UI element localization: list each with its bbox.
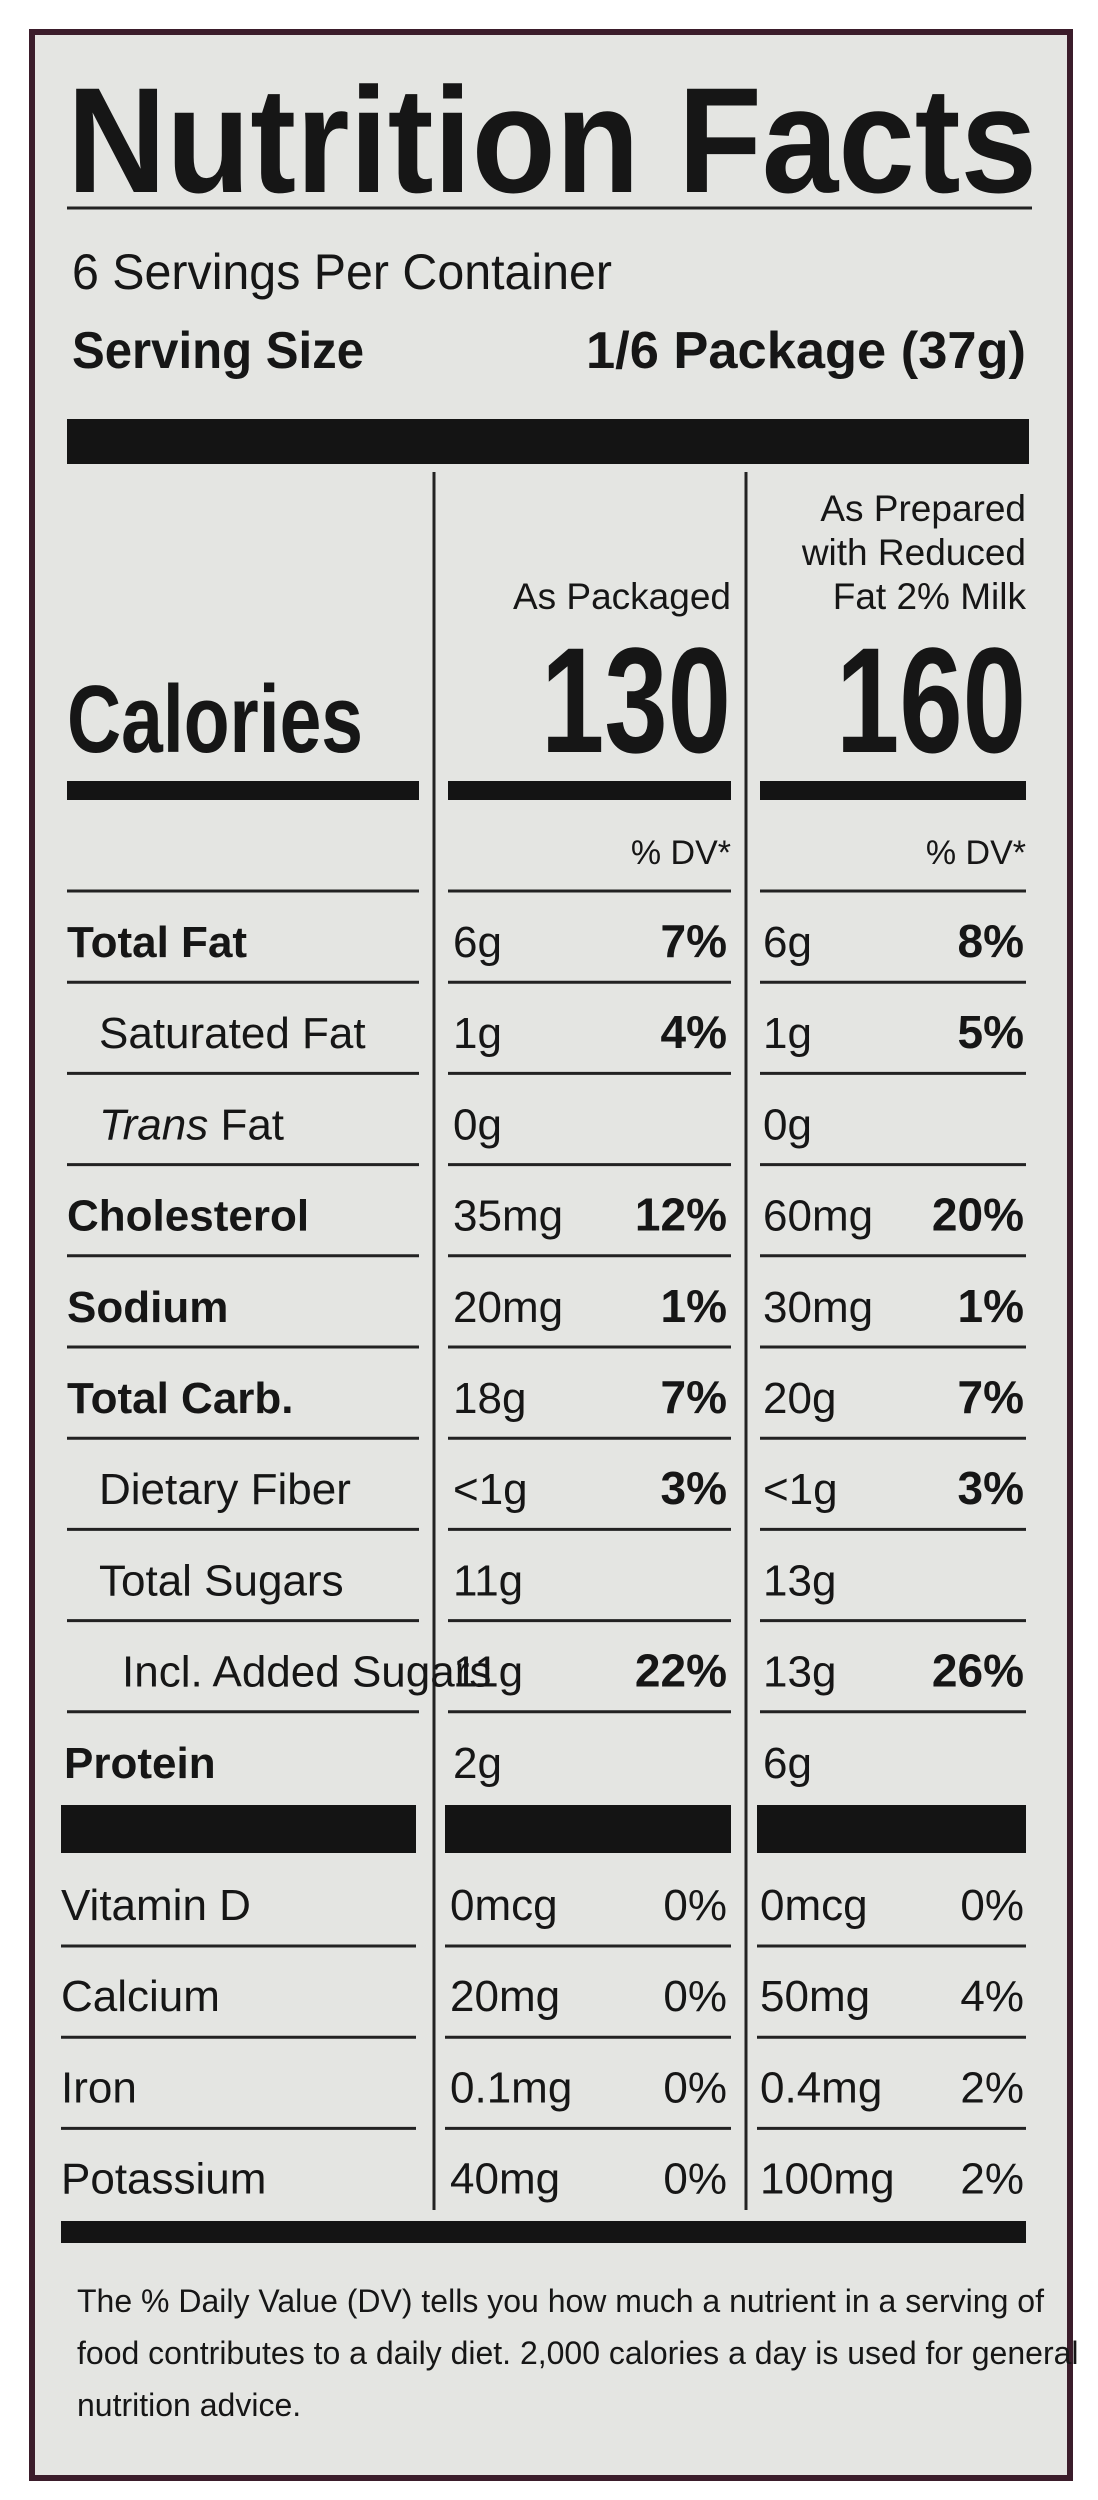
calories-value: 160: [836, 616, 1026, 784]
nutrient-name: Cholesterol: [67, 1192, 309, 1241]
daily-value: 3%: [958, 1462, 1024, 1514]
amount: 2g: [453, 1739, 502, 1788]
daily-value: 1%: [958, 1280, 1024, 1332]
daily-value: 7%: [661, 1371, 727, 1423]
thick-bar: [61, 1805, 416, 1853]
amount: 0.1mg: [450, 2063, 572, 2112]
vitamin-name: Iron: [61, 2063, 137, 2112]
nutrient-name: Total Sugars: [99, 1556, 344, 1605]
amount: 0mcg: [760, 1881, 868, 1930]
nutrient-name-rest: Fat: [220, 1100, 284, 1149]
nutrient-name: Trans Fat: [99, 1100, 284, 1149]
daily-value: 7%: [958, 1371, 1024, 1423]
vitamin-name: Vitamin D: [61, 1881, 251, 1930]
thick-bar: [67, 419, 1029, 464]
vitamin-name: Calcium: [61, 1972, 220, 2021]
thick-bar: [61, 2221, 1026, 2243]
daily-value: 2%: [960, 2155, 1024, 2204]
serving-size-value: 1/6 Package (37g): [586, 322, 1026, 380]
daily-value: 0%: [663, 1881, 727, 1930]
calories-value: 130: [541, 616, 731, 784]
dv-header: % DV*: [631, 834, 731, 872]
amount: <1g: [453, 1465, 528, 1514]
daily-value: 5%: [958, 1006, 1024, 1058]
daily-value: 0%: [663, 2155, 727, 2204]
amount: 60mg: [763, 1192, 873, 1241]
nutrient-name-italic: Trans: [99, 1100, 208, 1149]
daily-value: 2%: [960, 2063, 1024, 2112]
amount: 30mg: [763, 1283, 873, 1332]
column-heading: with Reduced: [801, 532, 1026, 573]
amount: 13g: [763, 1556, 836, 1605]
daily-value: 0%: [663, 2063, 727, 2112]
column-heading: Fat 2% Milk: [833, 576, 1027, 617]
footnote: The % Daily Value (DV) tells you how muc…: [77, 2283, 1044, 2319]
footnote: nutrition advice.: [77, 2387, 301, 2423]
amount: 1g: [453, 1009, 502, 1058]
daily-value: 8%: [958, 915, 1024, 967]
calories-bar: [448, 781, 731, 800]
calories-label: Calories: [67, 666, 363, 773]
amount: 6g: [453, 918, 502, 967]
amount: 20mg: [453, 1283, 563, 1332]
vitamin-name: Potassium: [61, 2155, 266, 2204]
calories-bar: [67, 781, 419, 800]
amount: 0g: [453, 1100, 502, 1149]
footnote: food contributes to a daily diet. 2,000 …: [77, 2335, 1079, 2371]
daily-value: 26%: [932, 1645, 1024, 1697]
amount: 6g: [763, 1739, 812, 1788]
amount: 0mcg: [450, 1881, 558, 1930]
servings: 6 Servings Per Container: [72, 244, 612, 300]
nutrient-name: Saturated Fat: [99, 1009, 366, 1058]
nutrient-name: Dietary Fiber: [99, 1465, 351, 1514]
daily-value: 4%: [661, 1006, 727, 1058]
amount: 18g: [453, 1374, 526, 1423]
amount: 6g: [763, 918, 812, 967]
daily-value: 4%: [960, 1972, 1024, 2021]
amount: 11g: [453, 1648, 523, 1697]
nutrient-name: Protein: [64, 1739, 216, 1788]
amount: <1g: [763, 1465, 838, 1514]
nutrient-name: Total Carb.: [67, 1374, 294, 1423]
amount: 35mg: [453, 1192, 563, 1241]
amount: 11g: [453, 1556, 523, 1605]
column-heading: As Prepared: [820, 488, 1026, 529]
serving-size-label: Serving Size: [72, 322, 364, 380]
daily-value: 0%: [960, 1881, 1024, 1930]
amount: 0g: [763, 1100, 812, 1149]
daily-value: 1%: [661, 1280, 727, 1332]
amount: 40mg: [450, 2155, 560, 2204]
dv-header: % DV*: [926, 834, 1026, 872]
daily-value: 7%: [661, 915, 727, 967]
daily-value: 3%: [661, 1462, 727, 1514]
column-heading: As Packaged: [513, 576, 731, 617]
amount: 100mg: [760, 2155, 895, 2204]
daily-value: 22%: [635, 1645, 727, 1697]
amount: 13g: [763, 1648, 836, 1697]
amount: 20g: [763, 1374, 836, 1423]
amount: 1g: [763, 1009, 812, 1058]
amount: 20mg: [450, 1972, 560, 2021]
daily-value: 0%: [663, 1972, 727, 2021]
thick-bar: [445, 1805, 731, 1853]
amount: 50mg: [760, 1972, 870, 2021]
nutrient-name: Sodium: [67, 1283, 228, 1332]
nutrient-name: Total Fat: [67, 918, 247, 967]
calories-bar: [760, 781, 1026, 800]
title: Nutrition Facts: [67, 56, 1037, 224]
amount: 0.4mg: [760, 2063, 882, 2112]
daily-value: 20%: [932, 1189, 1024, 1241]
daily-value: 12%: [635, 1189, 727, 1241]
thick-bar: [757, 1805, 1026, 1853]
nutrient-name: Incl. Added Sugars: [122, 1648, 491, 1697]
